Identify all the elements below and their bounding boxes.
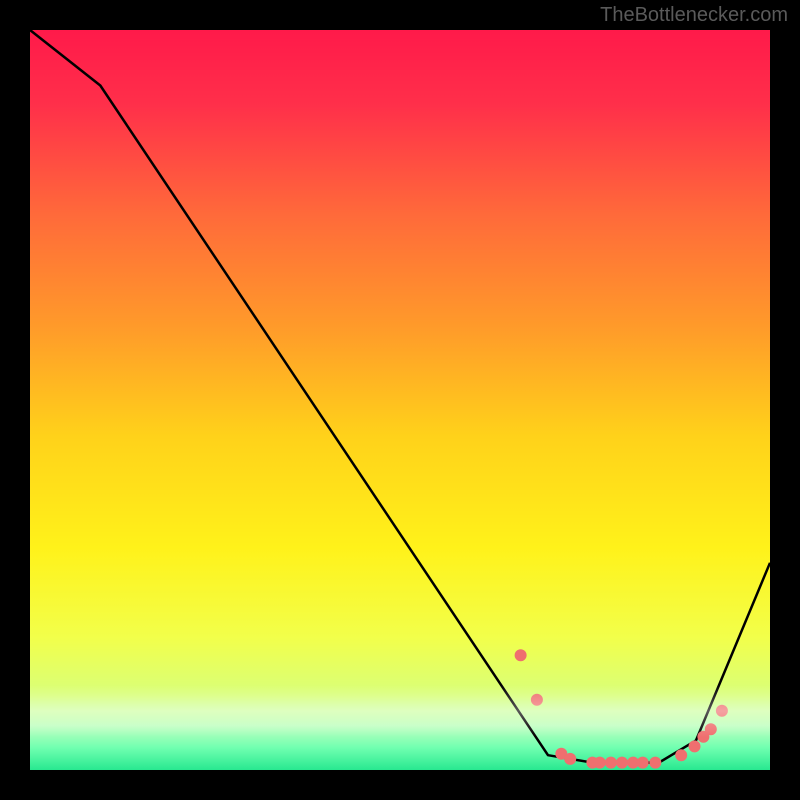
chart-marker [605,757,617,769]
chart-marker [675,749,687,761]
chart-marker [531,694,543,706]
chart-marker [564,753,576,765]
chart-marker [705,723,717,735]
chart-curve [30,30,770,763]
chart-marker [594,757,606,769]
watermark-text: TheBottlenecker.com [600,4,788,27]
chart-marker [515,649,527,661]
chart-marker [637,757,649,769]
chart-marker [716,705,728,717]
chart-plot-area [30,30,770,770]
chart-marker [649,757,661,769]
chart-marker [689,740,701,752]
chart-svg-layer [30,30,770,770]
chart-marker [616,757,628,769]
